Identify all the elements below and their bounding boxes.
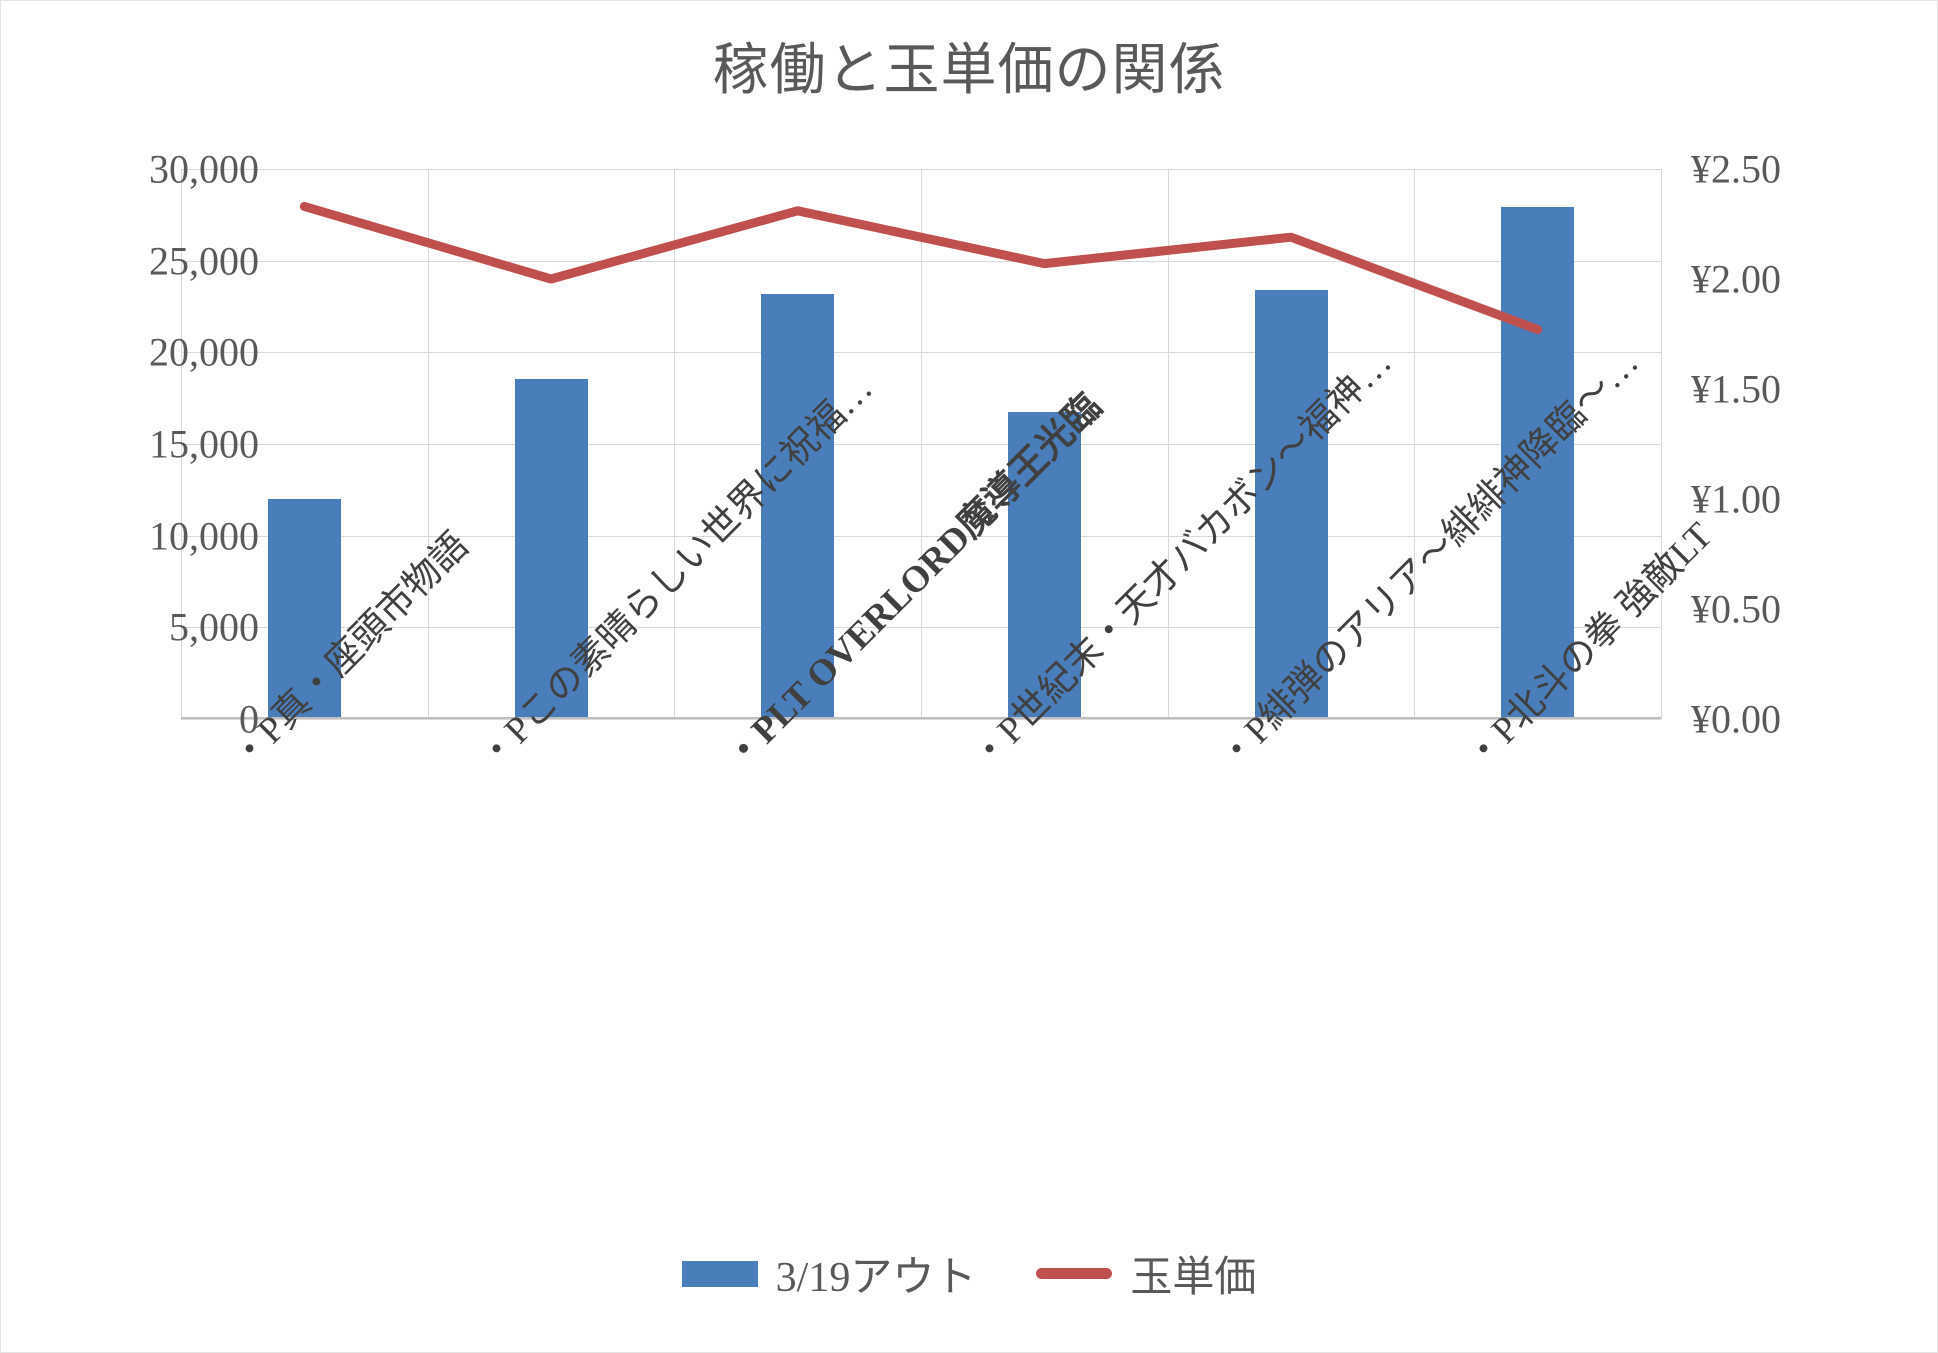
left-axis-tick-label: 15,000 xyxy=(149,421,259,467)
right-axis-tick-label: ¥0.00 xyxy=(1691,696,1781,742)
left-axis-tick-label: 20,000 xyxy=(149,329,259,375)
left-axis-tick-label: 5,000 xyxy=(169,604,259,650)
legend-bar-swatch-icon xyxy=(681,1260,758,1287)
right-axis-tick-label: ¥0.50 xyxy=(1691,586,1781,632)
left-axis-tick-label: 30,000 xyxy=(149,146,259,192)
left-axis-tick-label: 0 xyxy=(239,696,259,742)
category-separator xyxy=(1661,169,1662,719)
category-separator xyxy=(1414,169,1416,719)
category-separator xyxy=(1167,169,1169,719)
chart-legend: 3/19アウト 玉単価 xyxy=(1,1243,1937,1304)
category-separator xyxy=(427,169,429,719)
left-axis-tick-label: 10,000 xyxy=(149,513,259,559)
bar[interactable] xyxy=(1007,411,1081,719)
legend-line-swatch-icon xyxy=(1036,1268,1113,1279)
category-separator xyxy=(181,169,182,719)
chart-title: 稼働と玉単価の関係 xyxy=(712,40,1226,102)
right-axis-tick-label: ¥2.50 xyxy=(1691,146,1781,192)
category-axis-line xyxy=(181,717,1661,719)
plot-area xyxy=(181,169,1662,720)
category-separator xyxy=(674,169,676,719)
right-axis-tick-label: ¥1.50 xyxy=(1691,366,1781,412)
left-axis-tick-label: 25,000 xyxy=(149,238,259,284)
bar[interactable] xyxy=(514,378,588,719)
legend-label-bar: 3/19アウト xyxy=(775,1255,977,1301)
bar[interactable] xyxy=(1254,290,1328,719)
bar[interactable] xyxy=(761,293,835,719)
right-axis-tick-label: ¥2.00 xyxy=(1691,256,1781,302)
legend-item-line[interactable]: 玉単価 xyxy=(1036,1243,1256,1304)
legend-item-bar[interactable]: 3/19アウト xyxy=(681,1243,977,1304)
bar[interactable] xyxy=(267,499,341,719)
category-separator xyxy=(921,169,922,719)
right-axis-tick-label: ¥1.00 xyxy=(1691,476,1781,522)
legend-label-line: 玉単価 xyxy=(1130,1255,1257,1301)
gridline xyxy=(181,719,1661,720)
